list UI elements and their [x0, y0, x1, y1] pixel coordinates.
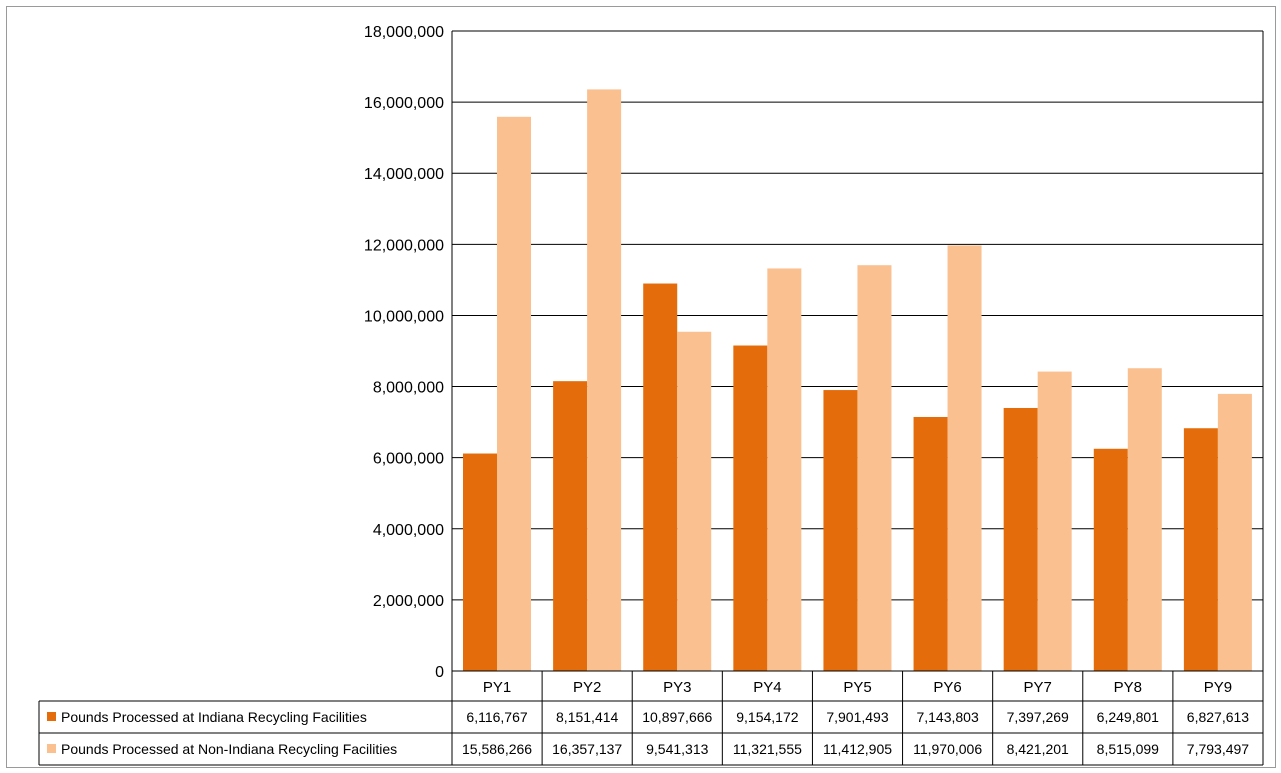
y-tick-label: 4,000,000	[373, 522, 444, 539]
data-table-cell: 9,154,172	[736, 709, 798, 725]
data-table-cell: 6,249,801	[1097, 709, 1159, 725]
bar-non-indiana	[497, 116, 531, 671]
bar-indiana	[733, 345, 768, 671]
data-table-cell: 6,116,767	[466, 709, 527, 725]
data-table-cell: 11,970,006	[913, 741, 982, 757]
x-tick-label: PY3	[663, 679, 691, 696]
y-tick-label: 8,000,000	[373, 380, 444, 397]
bar-indiana	[1183, 428, 1218, 671]
y-tick-label: 0	[435, 664, 444, 681]
data-table-cell: 11,412,905	[823, 741, 892, 757]
data-table-cell: 10,897,666	[642, 709, 712, 725]
bar-non-indiana	[1037, 371, 1072, 671]
x-tick-label: PY7	[1024, 679, 1052, 696]
data-table-cell: 6,827,613	[1187, 709, 1249, 725]
bar-indiana	[1003, 407, 1038, 671]
y-tick-label: 16,000,000	[364, 95, 444, 112]
y-tick-label: 2,000,000	[373, 593, 444, 610]
legend-key-indiana	[47, 712, 56, 721]
data-table-cell: 8,421,201	[1007, 741, 1069, 757]
x-tick-label: PY8	[1114, 679, 1142, 696]
y-tick-label: 14,000,000	[364, 166, 444, 183]
bar-indiana	[643, 283, 678, 671]
x-tick-label: PY5	[843, 679, 871, 696]
legend-label: Pounds Processed at Indiana Recycling Fa…	[61, 709, 367, 725]
bar-non-indiana	[857, 265, 892, 671]
y-tick-label: 10,000,000	[364, 308, 444, 325]
data-table-cell: 7,397,269	[1007, 709, 1069, 725]
y-tick-label: 6,000,000	[373, 451, 444, 468]
y-tick-label: 12,000,000	[364, 237, 444, 254]
bar-indiana	[463, 453, 497, 671]
bar-non-indiana	[947, 245, 982, 671]
x-tick-label: PY4	[753, 679, 781, 696]
legend-key-non-indiana	[47, 744, 56, 753]
data-table-cell: 8,515,099	[1097, 741, 1159, 757]
bar-non-indiana	[1127, 368, 1162, 671]
data-table-cell: 7,793,497	[1187, 741, 1249, 757]
bar-non-indiana	[677, 331, 712, 671]
y-tick-label: 18,000,000	[364, 24, 444, 41]
data-table-cell: 8,151,414	[556, 709, 618, 725]
legend-label: Pounds Processed at Non-Indiana Recyclin…	[61, 741, 397, 757]
bar-non-indiana	[767, 268, 802, 671]
data-table-cell: 11,321,555	[733, 741, 802, 757]
bar-indiana	[913, 416, 948, 671]
data-table-cell: 7,901,493	[826, 709, 888, 725]
bar-indiana	[1093, 448, 1128, 671]
x-tick-label: PY1	[483, 679, 511, 696]
x-tick-label: PY2	[573, 679, 601, 696]
data-table-cell: 16,357,137	[552, 741, 622, 757]
x-tick-label: PY6	[933, 679, 961, 696]
bar-indiana	[823, 390, 858, 671]
data-table-cell: 7,143,803	[916, 709, 978, 725]
bar-indiana	[553, 381, 588, 671]
bar-non-indiana	[1217, 393, 1252, 671]
x-tick-label: PY9	[1204, 679, 1232, 696]
bar-non-indiana	[587, 89, 622, 671]
data-table-cell: 9,541,313	[646, 741, 708, 757]
data-table-cell: 15,586,266	[462, 741, 532, 757]
